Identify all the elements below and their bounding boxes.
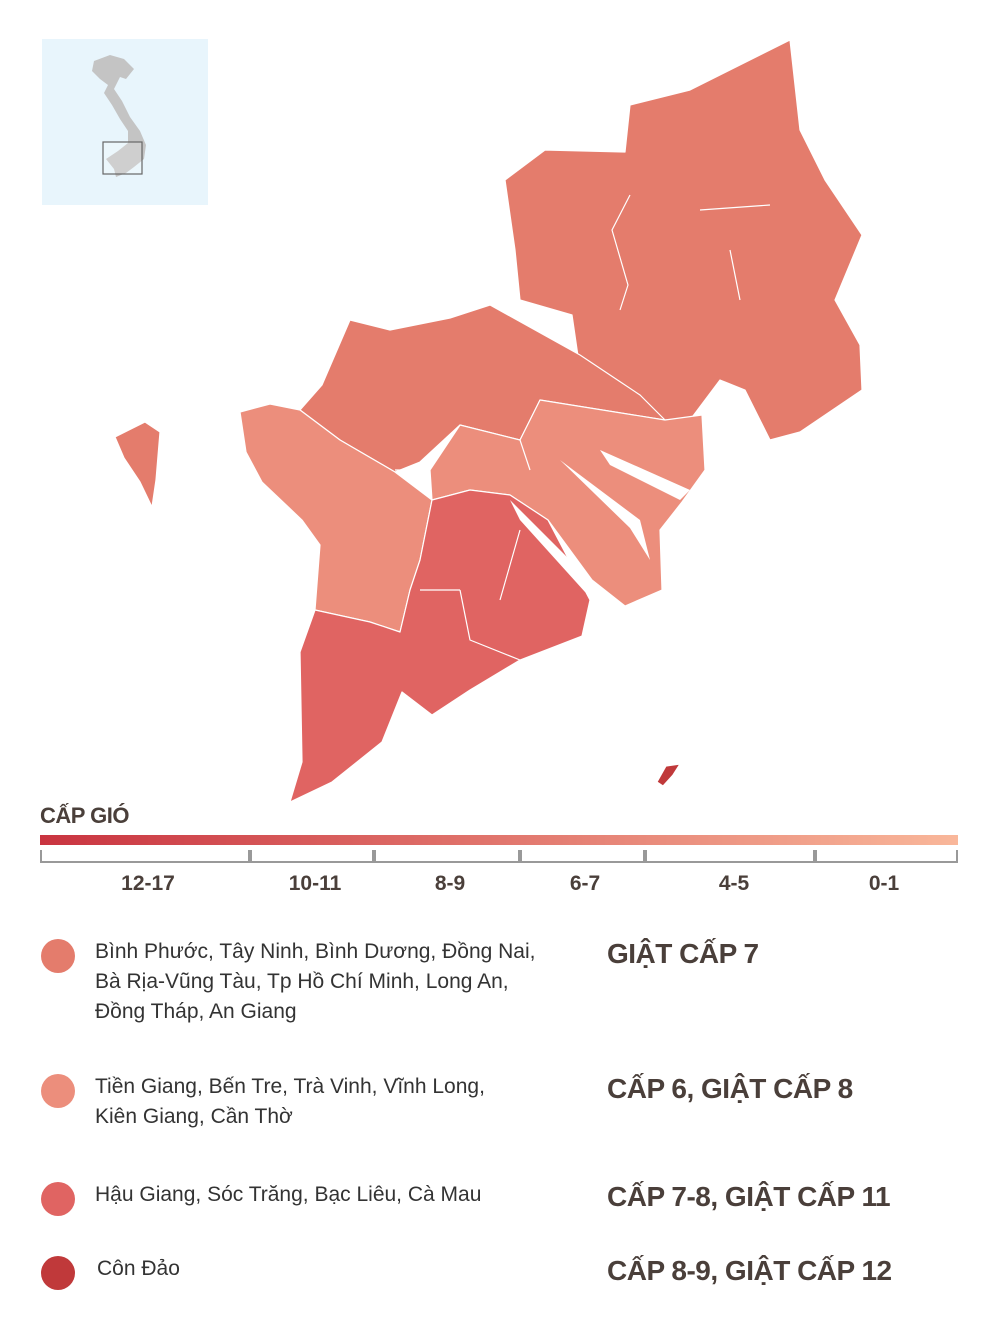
legend-level: GIẬT CẤP 7 <box>607 938 759 969</box>
con-dao-island <box>656 763 681 787</box>
legend-swatch <box>41 1182 75 1216</box>
legend-swatch <box>41 939 75 973</box>
scale-label: 8-9 <box>434 872 466 895</box>
scale-bracket <box>250 850 374 863</box>
legend-line: Tiền Giang, Bến Tre, Trà Vinh, Vĩnh Long… <box>95 1075 485 1098</box>
legend-level: CẤP 8-9, GIẬT CẤP 12 <box>607 1255 892 1286</box>
scale-label: 0-1 <box>868 872 900 895</box>
scale-bracket <box>815 850 958 863</box>
scale-label: 6-7 <box>569 872 601 895</box>
legend-line: Kiên Giang, Cần Thờ <box>95 1105 293 1128</box>
legend-areas: Bình Phước, Tây Ninh, Bình Dương, Đồng N… <box>95 937 535 1027</box>
legend-line: Bà Rịa-Vũng Tàu, Tp Hồ Chí Minh, Long An… <box>95 970 509 993</box>
legend-line: Đồng Tháp, An Giang <box>95 1000 297 1023</box>
phu-quoc-island <box>114 421 161 508</box>
scale-bracket <box>520 850 645 863</box>
legend-swatch <box>41 1074 75 1108</box>
vietnam-outline <box>92 55 146 177</box>
scale-label: 12-17 <box>121 872 175 895</box>
legend-level: CẤP 7-8, GIẬT CẤP 11 <box>607 1181 891 1212</box>
region-group3 <box>289 489 591 803</box>
wind-scale-gradient-bar <box>40 835 958 845</box>
scale-label: 10-11 <box>288 872 342 895</box>
legend-line: Côn Đảo <box>97 1257 180 1280</box>
legend-areas: Côn Đảo <box>97 1254 180 1284</box>
scale-title: CẤP GIÓ <box>40 803 130 828</box>
scale-label: 4-5 <box>718 872 750 895</box>
legend-areas: Hậu Giang, Sóc Trăng, Bạc Liêu, Cà Mau <box>95 1180 481 1210</box>
vietnam-locator-inset <box>42 39 208 205</box>
legend-line: Bình Phước, Tây Ninh, Bình Dương, Đồng N… <box>95 940 536 963</box>
scale-bracket <box>374 850 520 863</box>
legend-swatch <box>41 1256 75 1290</box>
legend-line: Hậu Giang, Sóc Trăng, Bạc Liêu, Cà Mau <box>95 1183 482 1206</box>
scale-bracket <box>645 850 815 863</box>
southern-vietnam-map <box>114 39 863 803</box>
legend-areas: Tiền Giang, Bến Tre, Trà Vinh, Vĩnh Long… <box>95 1072 485 1132</box>
legend-level: CẤP 6, GIẬT CẤP 8 <box>607 1073 853 1104</box>
focus-box <box>102 141 143 175</box>
scale-bracket <box>40 850 250 863</box>
